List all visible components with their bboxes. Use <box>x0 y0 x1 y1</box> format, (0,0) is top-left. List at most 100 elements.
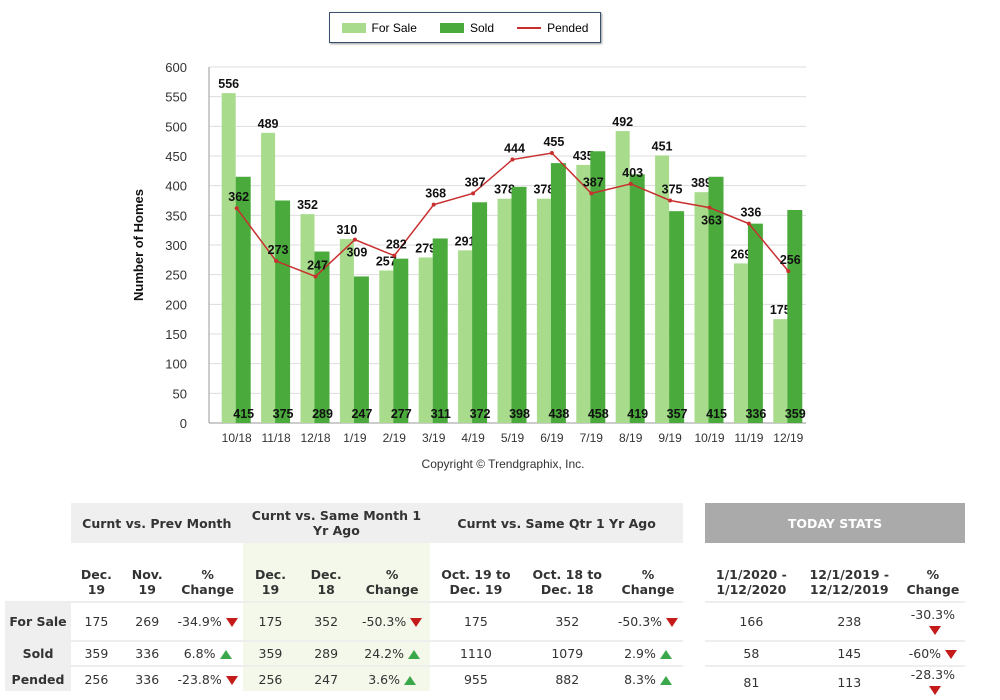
y-tick-label: 350 <box>165 208 187 223</box>
data-label-pended: 273 <box>268 243 289 257</box>
data-label-for-sale: 257 <box>376 255 397 269</box>
x-tick-label: 11/19 <box>734 431 763 445</box>
point-pended <box>234 206 239 211</box>
table-cell: 1110 <box>430 640 522 666</box>
x-tick-label: 6/19 <box>540 431 564 445</box>
cell-value: -50.3% <box>361 614 407 629</box>
cell-value: 166 <box>739 614 764 629</box>
data-label-for-sale: 451 <box>652 139 673 153</box>
x-tick-label: 7/19 <box>580 431 604 445</box>
data-label-pended: 247 <box>307 258 328 272</box>
point-pended <box>746 221 751 226</box>
table-cell: -50.3% <box>354 601 431 641</box>
y-tick-label: 450 <box>165 149 187 164</box>
bar-sold <box>590 151 606 423</box>
y-tick-label: 100 <box>165 357 187 372</box>
cell-value: 269 <box>135 614 160 629</box>
cell-value: 6.8% <box>183 646 216 661</box>
y-tick-label: 600 <box>165 60 187 75</box>
group-same-month: Curnt vs. Same Month 1 Yr Ago <box>251 508 422 538</box>
bar-sold <box>550 163 566 423</box>
arrow-down-icon <box>945 650 958 659</box>
data-label-for-sale: 352 <box>297 198 318 212</box>
point-pended <box>549 151 554 156</box>
table-row: Pended 256 336 -23.8% 256 247 3.6% 955 882 8.3% <box>5 665 683 691</box>
cell-value: 81 <box>743 674 760 690</box>
cell-value: 8.3% <box>624 671 656 687</box>
bar-for-sale <box>497 198 512 423</box>
column-header: % Change <box>906 567 960 597</box>
arrow-up-icon <box>407 650 420 659</box>
legend-for-sale[interactable]: For Sale <box>341 20 417 35</box>
data-label-pended: 363 <box>701 214 722 228</box>
data-label-pended: 256 <box>780 253 801 267</box>
row-header: Pended <box>5 665 71 691</box>
bar-sold <box>747 223 763 423</box>
data-label-sold: 336 <box>745 407 766 421</box>
bar-for-sale <box>379 270 394 423</box>
bar-sold <box>629 174 645 423</box>
legend-pended[interactable]: Pended <box>517 21 588 35</box>
y-tick-label: 0 <box>180 416 187 431</box>
column-header: Oct. 18 to Dec. 18 <box>532 567 602 597</box>
data-label-sold: 311 <box>431 407 451 421</box>
table-row: 166 238 -30.3% <box>705 601 965 641</box>
point-pended <box>589 191 594 196</box>
bar-sold <box>432 238 448 423</box>
legend-label: For Sale <box>371 20 417 35</box>
cell-value: 247 <box>314 671 339 687</box>
table-cell: 352 <box>521 601 613 641</box>
x-tick-label: 1/19 <box>343 431 367 445</box>
arrow-down-icon <box>225 618 238 627</box>
legend-swatch-sold <box>439 22 464 33</box>
data-label-pended: 309 <box>346 246 367 260</box>
data-label-for-sale: 378 <box>494 183 515 197</box>
cell-value: -60% <box>908 646 942 661</box>
table-cell: 2.9% <box>612 640 683 666</box>
table-cell: 336 <box>121 665 173 691</box>
bar-for-sale <box>418 257 433 423</box>
bar-for-sale <box>221 93 236 424</box>
legend-swatch-pended <box>517 26 542 29</box>
x-tick-label: 11/18 <box>262 431 291 445</box>
bar-for-sale <box>261 132 276 424</box>
table-cell: 175 <box>242 601 299 641</box>
column-header: 1/1/2020 - 1/12/2020 <box>715 567 787 597</box>
x-tick-label: 4/19 <box>461 431 485 445</box>
x-tick-label: 12/19 <box>773 431 803 445</box>
data-label-for-sale: 269 <box>730 247 751 261</box>
comparison-table: Curnt vs. Prev Month Curnt vs. Same Mont… <box>5 503 683 691</box>
cell-value: 24.2% <box>364 646 404 661</box>
data-label-pended: 455 <box>543 135 564 149</box>
data-label-sold: 398 <box>509 407 530 421</box>
arrow-down-icon <box>410 618 423 627</box>
data-label-pended: 387 <box>583 175 604 189</box>
bar-for-sale <box>733 263 748 423</box>
bar-sold <box>314 251 330 423</box>
cell-value: -30.3% <box>910 606 956 622</box>
arrow-down-icon <box>666 618 679 627</box>
point-pended <box>352 237 357 242</box>
legend-sold[interactable]: Sold <box>439 21 494 35</box>
y-tick-label: 250 <box>165 268 187 283</box>
table-cell: 256 <box>242 665 299 691</box>
data-label-sold: 419 <box>627 407 648 421</box>
column-header: % Change <box>621 567 675 597</box>
data-label-pended: 375 <box>662 183 683 197</box>
data-label-pended: 362 <box>228 190 249 204</box>
bar-for-sale <box>773 319 788 423</box>
point-pended <box>786 269 791 274</box>
table-cell: -60% <box>900 640 965 666</box>
table-cell: -23.8% <box>172 665 243 691</box>
table-cell: 6.8% <box>172 640 243 666</box>
column-header: % Change <box>354 543 431 602</box>
table-cell: 882 <box>521 665 613 691</box>
table-cell: 175 <box>430 601 522 641</box>
arrow-down-icon <box>928 625 941 635</box>
bar-sold <box>787 209 803 423</box>
data-label-sold: 458 <box>588 407 609 421</box>
arrow-up-icon <box>659 650 672 659</box>
column-header: Oct. 19 to Dec. 19 <box>441 567 511 597</box>
y-tick-label: 200 <box>165 297 187 312</box>
table-cell: 58 <box>705 640 798 666</box>
